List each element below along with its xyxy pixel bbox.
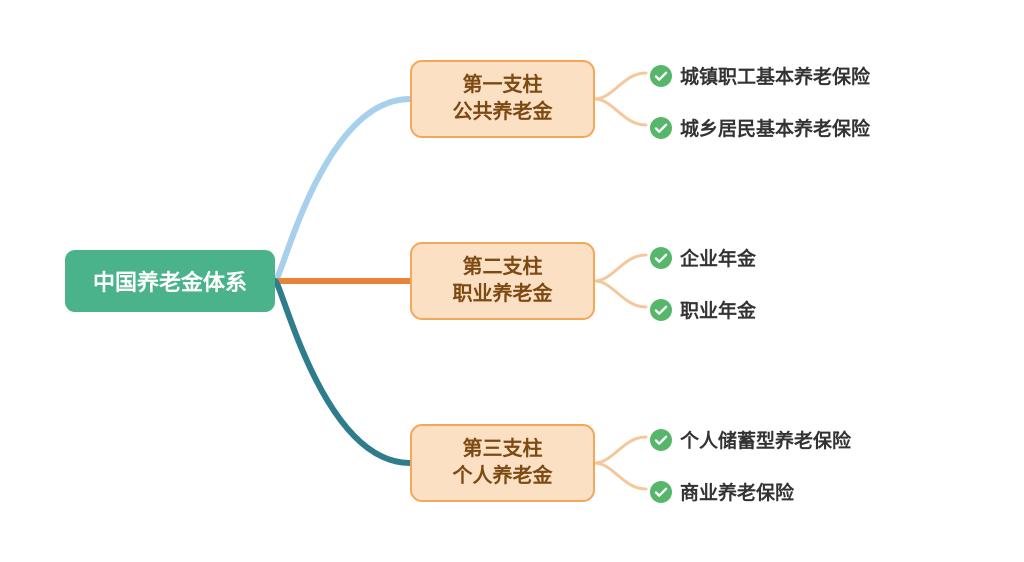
leaf-label: 企业年金 bbox=[680, 244, 756, 271]
check-icon bbox=[650, 117, 672, 139]
check-icon bbox=[650, 299, 672, 321]
leaf-label: 城乡居民基本养老保险 bbox=[680, 114, 870, 141]
branch-title-line2: 公共养老金 bbox=[453, 99, 553, 126]
branch-node-p2: 第二支柱职业养老金 bbox=[410, 242, 595, 320]
check-icon bbox=[650, 429, 672, 451]
leaf-item: 城乡居民基本养老保险 bbox=[650, 114, 870, 141]
leaf-label: 城镇职工基本养老保险 bbox=[680, 62, 870, 89]
check-icon bbox=[650, 481, 672, 503]
branch-title-line1: 第三支柱 bbox=[463, 436, 543, 463]
leaf-item: 个人储蓄型养老保险 bbox=[650, 426, 851, 453]
check-icon bbox=[650, 65, 672, 87]
branch-node-p3: 第三支柱个人养老金 bbox=[410, 424, 595, 502]
leaf-item: 职业年金 bbox=[650, 296, 756, 323]
leaf-label: 商业养老保险 bbox=[680, 478, 794, 505]
mindmap-canvas: 中国养老金体系 第一支柱公共养老金 城镇职工基本养老保险 城乡居民基本养老保险第… bbox=[0, 0, 1024, 562]
branch-title-line2: 个人养老金 bbox=[453, 463, 553, 490]
leaf-item: 商业养老保险 bbox=[650, 478, 794, 505]
branch-node-p1: 第一支柱公共养老金 bbox=[410, 60, 595, 138]
branch-title-line1: 第二支柱 bbox=[463, 254, 543, 281]
branch-title-line2: 职业养老金 bbox=[453, 281, 553, 308]
leaf-label: 职业年金 bbox=[680, 296, 756, 323]
root-label: 中国养老金体系 bbox=[93, 265, 247, 297]
root-node: 中国养老金体系 bbox=[65, 250, 275, 312]
leaf-item: 企业年金 bbox=[650, 244, 756, 271]
branch-title-line1: 第一支柱 bbox=[463, 72, 543, 99]
leaf-item: 城镇职工基本养老保险 bbox=[650, 62, 870, 89]
leaf-label: 个人储蓄型养老保险 bbox=[680, 426, 851, 453]
check-icon bbox=[650, 247, 672, 269]
